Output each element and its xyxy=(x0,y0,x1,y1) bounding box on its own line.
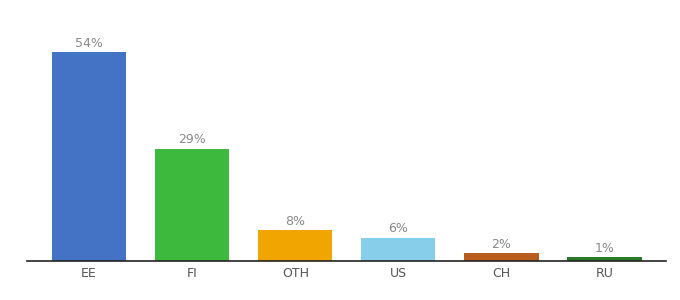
Text: 6%: 6% xyxy=(388,223,408,236)
Text: 54%: 54% xyxy=(75,37,103,50)
Bar xyxy=(155,149,229,261)
Text: 1%: 1% xyxy=(594,242,615,255)
Bar xyxy=(258,230,333,261)
Text: 8%: 8% xyxy=(285,215,305,228)
Bar xyxy=(361,238,435,261)
Text: 2%: 2% xyxy=(492,238,511,251)
Bar xyxy=(567,257,642,261)
Bar xyxy=(52,52,126,261)
Bar xyxy=(464,253,539,261)
Text: 29%: 29% xyxy=(178,134,206,146)
